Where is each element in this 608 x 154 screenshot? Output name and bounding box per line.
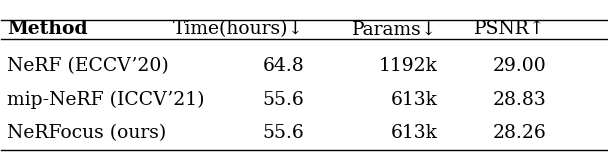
Text: 28.26: 28.26 [492, 124, 546, 142]
Text: NeRFocus (ours): NeRFocus (ours) [7, 124, 167, 142]
Text: NeRF (ECCV’20): NeRF (ECCV’20) [7, 57, 169, 75]
Text: mip-NeRF (ICCV’21): mip-NeRF (ICCV’21) [7, 91, 205, 109]
Text: Method: Method [7, 20, 88, 38]
Text: 55.6: 55.6 [262, 124, 304, 142]
Text: 1192k: 1192k [378, 57, 437, 75]
Text: 613k: 613k [390, 124, 437, 142]
Text: 64.8: 64.8 [262, 57, 304, 75]
Text: 613k: 613k [390, 91, 437, 109]
Text: Params↓: Params↓ [351, 20, 437, 38]
Text: Time(hours)↓: Time(hours)↓ [173, 20, 304, 38]
Text: 55.6: 55.6 [262, 91, 304, 109]
Text: PSNR↑: PSNR↑ [474, 20, 546, 38]
Text: 28.83: 28.83 [492, 91, 546, 109]
Text: 29.00: 29.00 [492, 57, 546, 75]
